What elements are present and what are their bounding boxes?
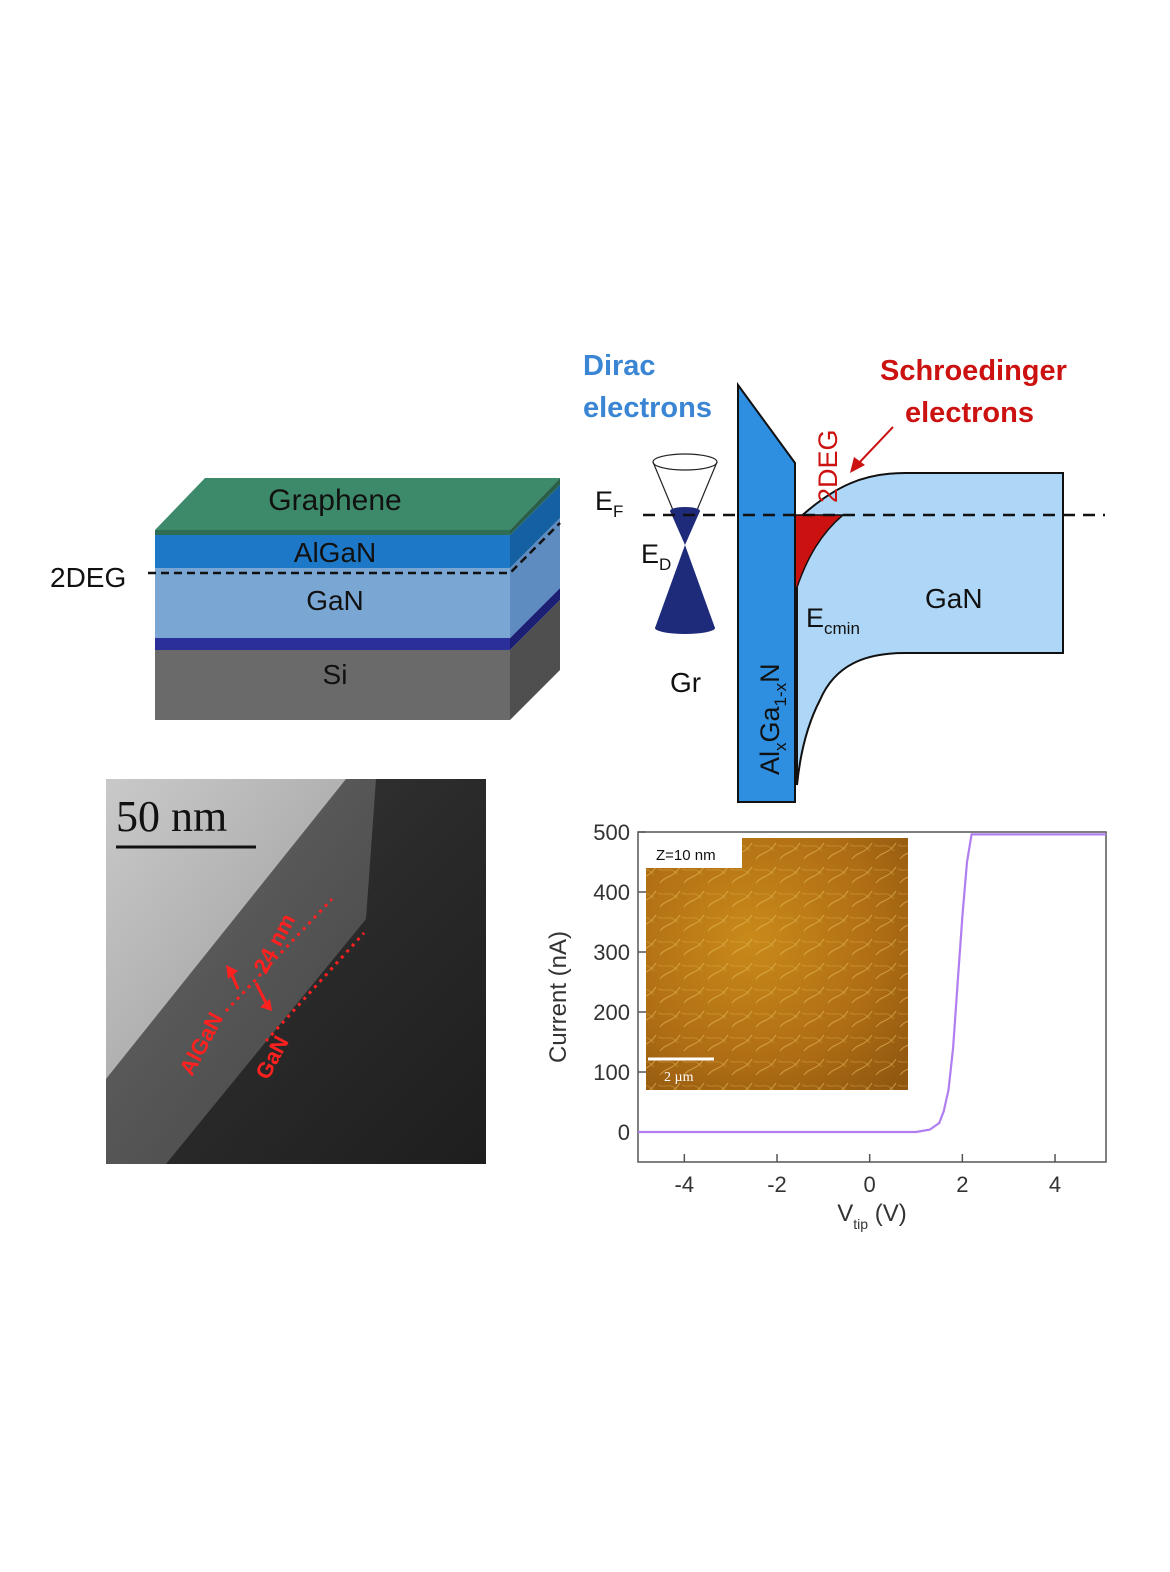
algan-front (155, 535, 510, 568)
lower-cone-base (655, 622, 715, 634)
x-tick-label: 0 (864, 1172, 876, 1197)
layer-stack-diagram: Graphene AlGaN GaN Si 2DEG (50, 478, 561, 720)
gan-label: GaN (306, 585, 364, 616)
schro-label-1: Schroedinger (880, 355, 1067, 387)
upper-cone-top (652, 453, 718, 471)
si-front (155, 650, 510, 720)
ef-label: EF (595, 486, 623, 521)
interlayer-side (510, 588, 560, 650)
ed-label: ED (641, 539, 671, 574)
thickness-arrow-down-head (260, 999, 272, 1011)
tem-algan-layer (106, 779, 376, 1164)
graphene-label: Graphene (268, 484, 401, 517)
iv-chart: 0 100 200 300 400 500 -4 -2 0 2 4 Z=10 nm 2 µm Cur… (545, 820, 1107, 1232)
x-tick-label: 2 (956, 1172, 968, 1197)
filled-cone-top (670, 511, 700, 545)
dirac-label-2: electrons (583, 392, 712, 424)
y-tick-label: 200 (593, 1000, 630, 1025)
lower-cone (655, 545, 715, 628)
band-2deg-label: 2DEG (813, 429, 843, 503)
algan-label: AlGaN (294, 537, 376, 568)
z-label: Z=10 nm (656, 847, 716, 864)
thickness-arrow-up (230, 974, 240, 990)
schro-arrow-line (856, 426, 894, 466)
graphene-edge-side (510, 478, 560, 535)
y-tick-label: 0 (618, 1120, 630, 1145)
band-diagram: Dirac electrons Schroedinger electrons 2… (583, 350, 1105, 803)
si-side (510, 600, 560, 720)
graphene-edge (155, 530, 510, 535)
y-axis-label: Current (nA) (545, 931, 572, 1063)
x-tick-label: 4 (1049, 1172, 1061, 1197)
2deg-line (148, 522, 561, 575)
y-tick-label: 500 (593, 820, 630, 845)
y-tick-label: 400 (593, 880, 630, 905)
algan-barrier (737, 381, 796, 803)
dirac-label-1: Dirac (583, 350, 656, 382)
si-label: Si (323, 659, 348, 690)
afm-texture (646, 838, 908, 1090)
thickness-arrow-up-head (226, 965, 238, 979)
band-gan-label: GaN (925, 583, 983, 614)
schro-arrow-head (850, 457, 865, 473)
interlayer-front (155, 638, 510, 650)
x-tick-label: -4 (675, 1172, 695, 1197)
scale-label: 50 nm (116, 792, 227, 841)
graphene-layer (155, 478, 560, 530)
y-tick-label: 100 (593, 1060, 630, 1085)
algan-side (510, 485, 560, 568)
afm-scale-label: 2 µm (664, 1070, 694, 1085)
x-tick-label: -2 (767, 1172, 787, 1197)
gan-front (155, 568, 510, 638)
z-label-bg (646, 838, 742, 868)
tem-image: 50 nm 24 nm AlGaN GaN (106, 779, 486, 1164)
stack-2deg-label: 2DEG (50, 562, 126, 593)
filled-cone-cap (670, 507, 700, 515)
series-line (638, 833, 1106, 1134)
schro-label-2: electrons (905, 397, 1034, 429)
tem-vacuum-region (106, 779, 346, 1079)
ecmin-label: Ecmin (806, 603, 860, 638)
y-tick-label: 300 (593, 940, 630, 965)
gan-side (510, 518, 560, 638)
afm-inset: Z=10 nm 2 µm (646, 838, 908, 1090)
gan-interface-line (264, 931, 366, 1043)
barrier-label: AlxGa1-xN (755, 663, 790, 775)
interface-line (224, 897, 334, 1013)
x-axis-label: Vtip (V) (837, 1200, 906, 1232)
thickness-arrow-down (254, 982, 268, 1004)
gr-label: Gr (670, 667, 701, 698)
gan-region (796, 472, 1064, 786)
